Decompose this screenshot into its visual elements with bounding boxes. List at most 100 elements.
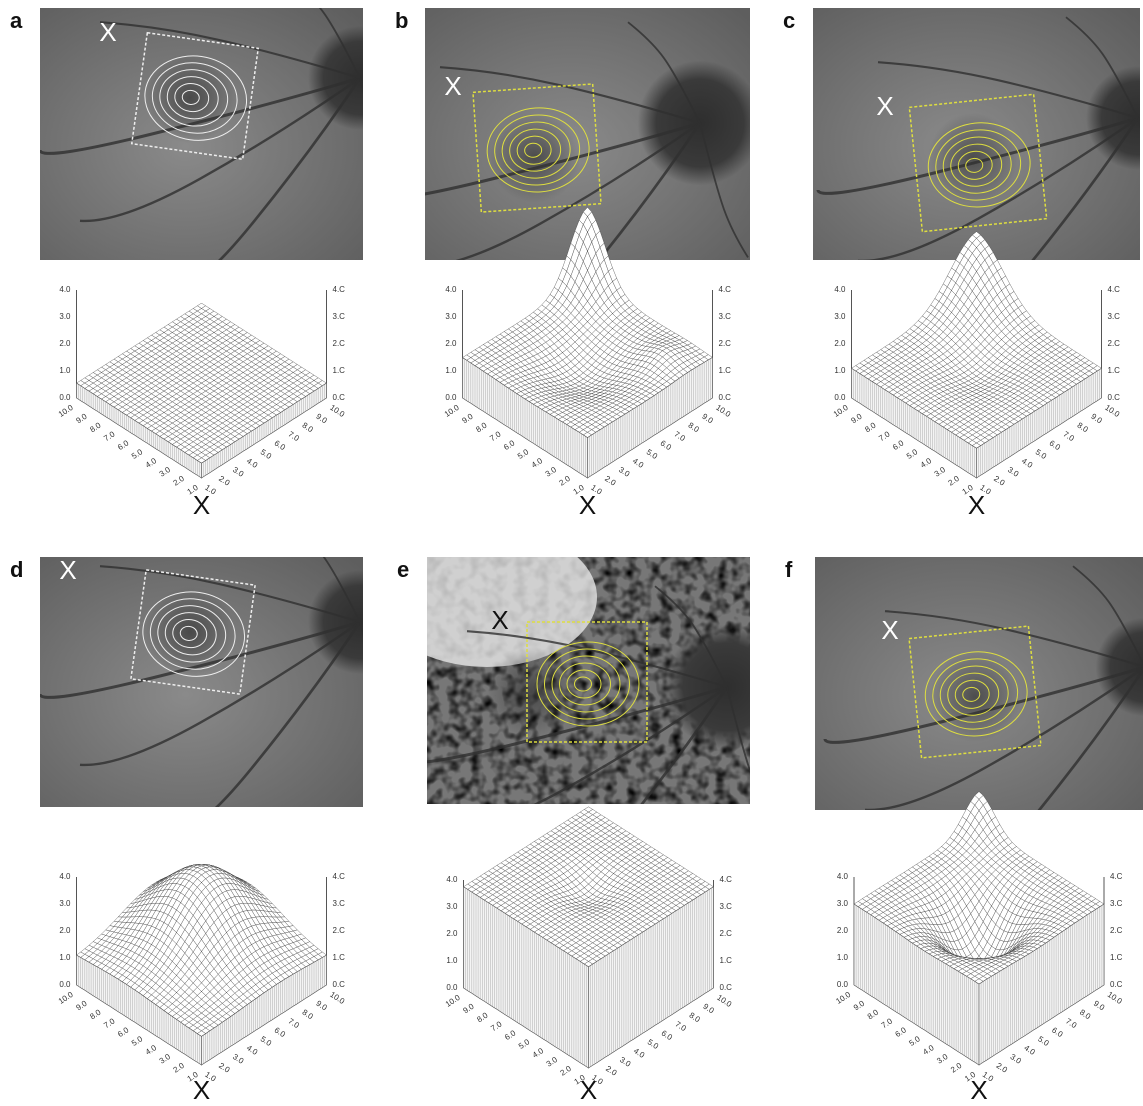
z-tick-label: 3.C [333,312,346,321]
panel-label: a [10,8,23,33]
contour-line [157,605,227,663]
vessel [1065,16,1139,119]
photo-marker: X [99,17,116,47]
base-tick-label: 6.0 [273,1025,288,1039]
contour-line [166,76,219,120]
base-tick-label: 3.0 [231,465,246,479]
base-tick-label: 5.0 [645,447,660,461]
z-tick-label: 0.0 [446,983,458,992]
z-tick-label: 3.0 [445,312,457,321]
base-tick-label: 7.0 [488,429,503,443]
plot-marker: X [579,490,596,520]
vessel [40,620,361,699]
vessel [439,66,701,125]
base-tick-label: 4.0 [919,456,934,470]
base-tick-label: 8.0 [686,421,701,435]
contour-line [501,121,571,179]
base-tick-label: 8.0 [300,1008,315,1022]
contour-line [494,114,581,186]
base-tick-label: 2.0 [217,474,232,488]
vessel [217,77,362,260]
contour-line [942,136,1012,194]
base-tick-label: 2.0 [603,474,618,488]
z-tick-label: 4.C [1108,285,1121,294]
vessel [455,122,701,260]
base-tick-label: 6.0 [273,438,288,452]
overlay-frame [130,31,260,161]
overlay-frame [130,569,256,695]
base-tick-label: 8.0 [863,420,878,434]
base-tick-label: 4.0 [144,456,159,470]
fundus-photo: X [813,8,1140,260]
z-tick-label: 0.0 [834,393,846,402]
base-tick-label: 9.0 [460,411,475,425]
vessel [322,557,361,623]
base-tick-label: 6.0 [116,438,131,452]
base-tick-label: 10.0 [57,403,75,419]
z-tick-label: 4.0 [445,285,457,294]
fovea [145,53,235,143]
z-tick-label: 1.0 [59,953,71,962]
contour-overlay [908,93,1048,233]
z-tick-label: 4.C [333,285,346,294]
contour-line [950,143,1003,187]
surface-plot: 0.0 0.C1.0 1.C2.0 2.C3.0 3.C4.0 4.C1.0 1.02.0 2… [443,207,733,497]
z-tick-label: 4.0 [834,285,846,294]
base-tick-label: 8.0 [474,420,489,434]
z-tick-label: 3.0 [59,312,71,321]
z-tick-label: 2.0 [59,339,71,348]
base-tick-label: 9.0 [74,998,89,1012]
z-tick-label: 3.C [333,899,346,908]
base-tick-label: 2.0 [558,474,573,488]
panel-label: d [10,557,23,582]
base-tick-label: 9.0 [700,412,715,426]
z-tick-label: 2.0 [834,339,846,348]
contour-line [965,157,984,173]
vessel [79,621,361,767]
base-tick-label: 3.0 [617,465,632,479]
photo-marker: X [444,71,461,101]
z-tick-label: 0.C [720,983,733,992]
vessel [79,77,361,223]
contour-line [149,598,236,670]
base-tick-label: 3.0 [544,465,559,479]
z-tick-label: 1.C [719,366,732,375]
z-tick-label: 4.C [719,285,732,294]
contour-line [151,62,238,134]
photo-marker: X [491,605,508,635]
fundus-photo: X [40,8,363,260]
base-tick-label: 2.0 [172,474,187,488]
base-tick-label: 3.0 [933,465,948,479]
base-tick-label: 5.0 [130,1034,145,1048]
plot-marker: X [193,490,210,520]
z-tick-label: 2.C [1108,339,1121,348]
base-tick-label: 10.0 [57,990,75,1006]
z-tick-label: 2.0 [59,926,71,935]
base-tick-label: 4.0 [1020,456,1035,470]
base-tick-label: 7.0 [1062,430,1077,444]
contour-line [486,107,590,193]
contour-line [935,129,1022,201]
z-tick-label: 3.C [720,902,733,911]
vessel [318,8,361,79]
z-tick-label: 1.C [1108,366,1121,375]
vessel [359,621,363,638]
base-tick-label: 4.0 [144,1043,159,1057]
contour-line [142,591,246,677]
vessel [99,565,361,624]
base-tick-label: 6.0 [116,1025,131,1039]
base-tick-label: 7.0 [287,430,302,444]
plot-marker: X [968,490,985,520]
contour-overlay [472,83,602,213]
base-tick-label: 4.0 [245,1043,260,1057]
z-tick-label: 0.0 [59,393,71,402]
z-tick-label: 4.0 [59,872,71,881]
panel-label: b [395,8,408,33]
base-tick-label: 8.0 [1075,421,1090,435]
z-tick-label: 0.C [333,393,346,402]
vessel [1031,117,1140,260]
base-tick-label: 6.0 [502,438,517,452]
contour-line [172,618,208,649]
z-tick-label: 1.C [720,956,733,965]
contour-line [159,69,229,127]
